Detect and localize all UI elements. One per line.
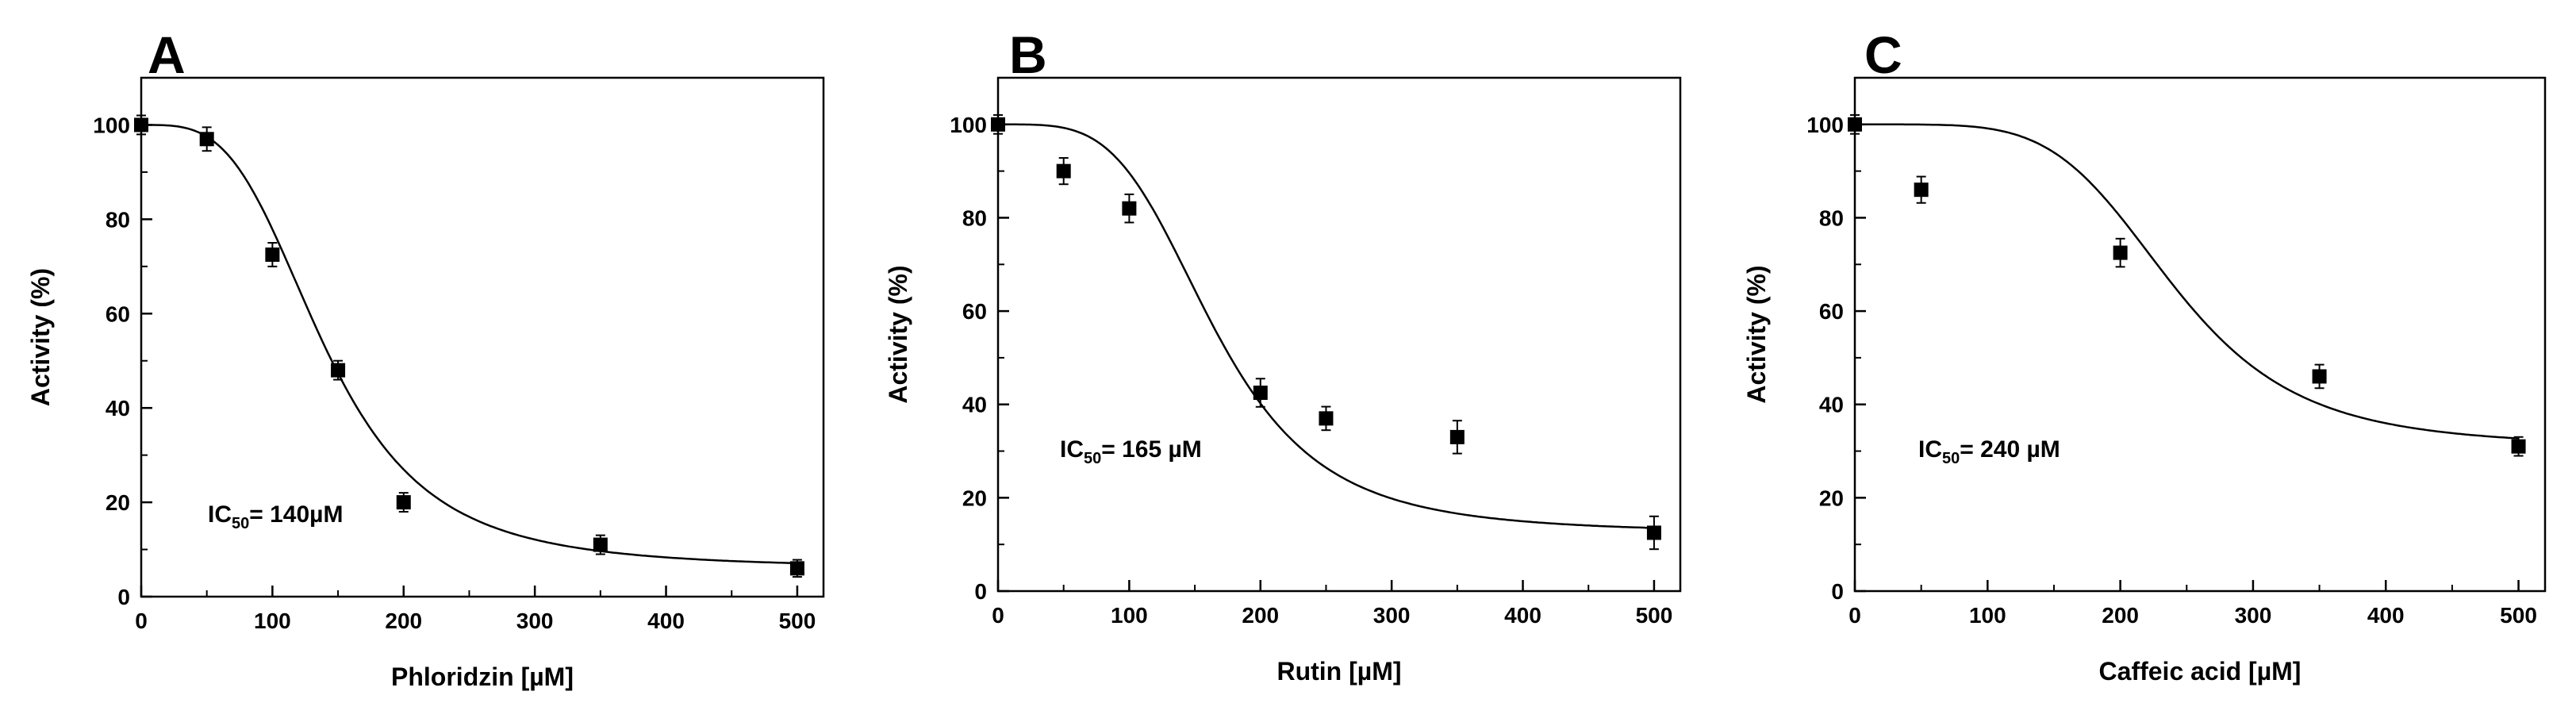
x-tick-label: 400 [1504, 603, 1541, 628]
x-tick-label: 200 [1242, 603, 1279, 628]
panel-letter: A [148, 25, 186, 84]
ic50-annotation: IC50= 165 µM [1060, 436, 1202, 467]
x-tick-label: 100 [1111, 603, 1148, 628]
chart-panel-c: C 0 100 200 300 400 500 0 20 40 60 80 100 Caffeic aci… [1742, 25, 2547, 686]
data-point [1319, 411, 1334, 426]
ic50-value: = 140µM [249, 501, 343, 528]
x-tick-label: 300 [1373, 603, 1411, 628]
y-tick-label: 0 [1831, 579, 1844, 604]
chart-panel-b: B 0 100 200 300 400 500 0 20 40 60 80 100 Rutin [µM] A… [884, 25, 1682, 686]
data-point [593, 537, 608, 552]
y-tick-label: 20 [962, 486, 987, 510]
y-tick-label: 20 [106, 490, 130, 515]
fit-curve [141, 124, 797, 565]
ic50-annotation: IC50= 140µM [208, 501, 343, 532]
x-tick-label: 300 [2235, 603, 2272, 628]
data-point [789, 561, 804, 576]
fit-curve [998, 123, 1654, 529]
data-point [1056, 163, 1071, 179]
data-point [199, 132, 214, 147]
data-point [1848, 117, 1862, 132]
y-tick-label: 0 [117, 585, 130, 609]
y-axis-label: Activity (%) [1742, 265, 1771, 403]
plot-frame [996, 76, 1682, 593]
panel-letter: B [1009, 25, 1047, 84]
x-tick-label: 100 [1969, 603, 2006, 628]
fit-curve [1855, 123, 2519, 440]
x-tick-label: 400 [647, 609, 685, 633]
ic50-subscript: 50 [1942, 450, 1960, 467]
y-tick-label: 40 [1819, 393, 1844, 417]
x-tick-label: 200 [2102, 603, 2139, 628]
y-tick-label: 100 [93, 113, 130, 137]
data-point [1646, 525, 1661, 540]
data-point [331, 363, 346, 378]
ic50-subscript: 50 [1084, 450, 1101, 467]
data-point [396, 495, 411, 510]
data-point [1914, 182, 1929, 198]
x-tick-label: 300 [516, 609, 554, 633]
x-tick-label: 0 [992, 603, 1004, 628]
panel-letter: C [1864, 25, 1902, 84]
data-point [991, 117, 1005, 132]
data-point [2113, 245, 2128, 260]
chart-panel-a: A 0 100 200 300 400 500 0 20 40 60 80 100 Phloridzin … [26, 25, 825, 691]
data-point [134, 117, 148, 132]
x-tick-label: 200 [385, 609, 422, 633]
data-point [2312, 369, 2327, 384]
plot-frame [140, 76, 825, 598]
data-point [265, 247, 280, 262]
y-tick-label: 20 [1819, 486, 1844, 510]
data-point [1449, 429, 1465, 444]
x-tick-label: 500 [779, 609, 816, 633]
y-tick-label: 80 [1819, 205, 1844, 230]
x-tick-label: 500 [1636, 603, 1673, 628]
data-point [1253, 386, 1268, 401]
y-tick-label: 100 [1806, 113, 1844, 137]
ic50-prefix: IC [1060, 436, 1084, 463]
x-axis-label: Rutin [µM] [1276, 657, 1401, 686]
ic50-annotation: IC50= 240 µM [1918, 436, 2060, 467]
y-axis-label: Activity (%) [884, 265, 912, 403]
data-point [2511, 439, 2526, 454]
y-tick-label: 40 [962, 393, 987, 417]
ic50-value: = 165 µM [1101, 436, 1202, 463]
ic50-prefix: IC [1918, 436, 1942, 463]
x-axis-label: Caffeic acid [µM] [2099, 657, 2302, 686]
y-axis-label: Activity (%) [26, 268, 55, 406]
y-tick-label: 60 [1819, 299, 1844, 324]
ic50-value: = 240 µM [1960, 436, 2060, 463]
y-tick-label: 60 [106, 301, 130, 326]
x-tick-label: 0 [1849, 603, 1861, 628]
ic50-subscript: 50 [232, 515, 249, 532]
x-tick-label: 0 [135, 609, 148, 633]
x-tick-label: 100 [254, 609, 291, 633]
y-tick-label: 60 [962, 299, 987, 324]
data-point [1122, 201, 1137, 216]
x-tick-label: 400 [2367, 603, 2405, 628]
ic50-prefix: IC [208, 501, 232, 528]
plot-frame [1853, 76, 2547, 593]
y-tick-label: 100 [950, 113, 987, 137]
y-tick-label: 80 [962, 205, 987, 230]
x-axis-label: Phloridzin [µM] [391, 662, 574, 691]
y-tick-label: 0 [974, 579, 987, 604]
y-tick-label: 80 [106, 207, 130, 232]
x-tick-label: 500 [2500, 603, 2537, 628]
y-tick-label: 40 [106, 396, 130, 421]
